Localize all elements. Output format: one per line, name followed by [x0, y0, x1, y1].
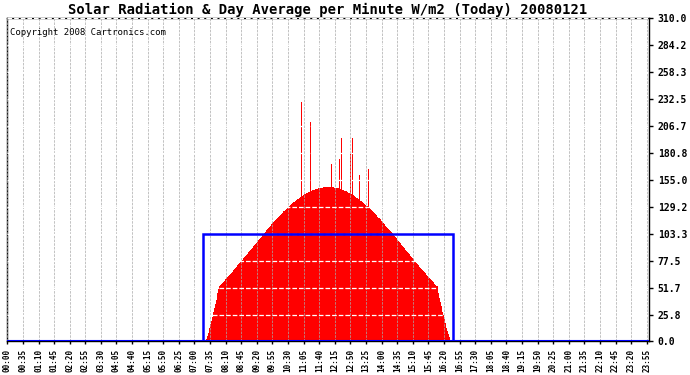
Text: Copyright 2008 Cartronics.com: Copyright 2008 Cartronics.com	[10, 28, 166, 37]
Title: Solar Radiation & Day Average per Minute W/m2 (Today) 20080121: Solar Radiation & Day Average per Minute…	[68, 3, 588, 17]
Bar	[203, 234, 453, 342]
